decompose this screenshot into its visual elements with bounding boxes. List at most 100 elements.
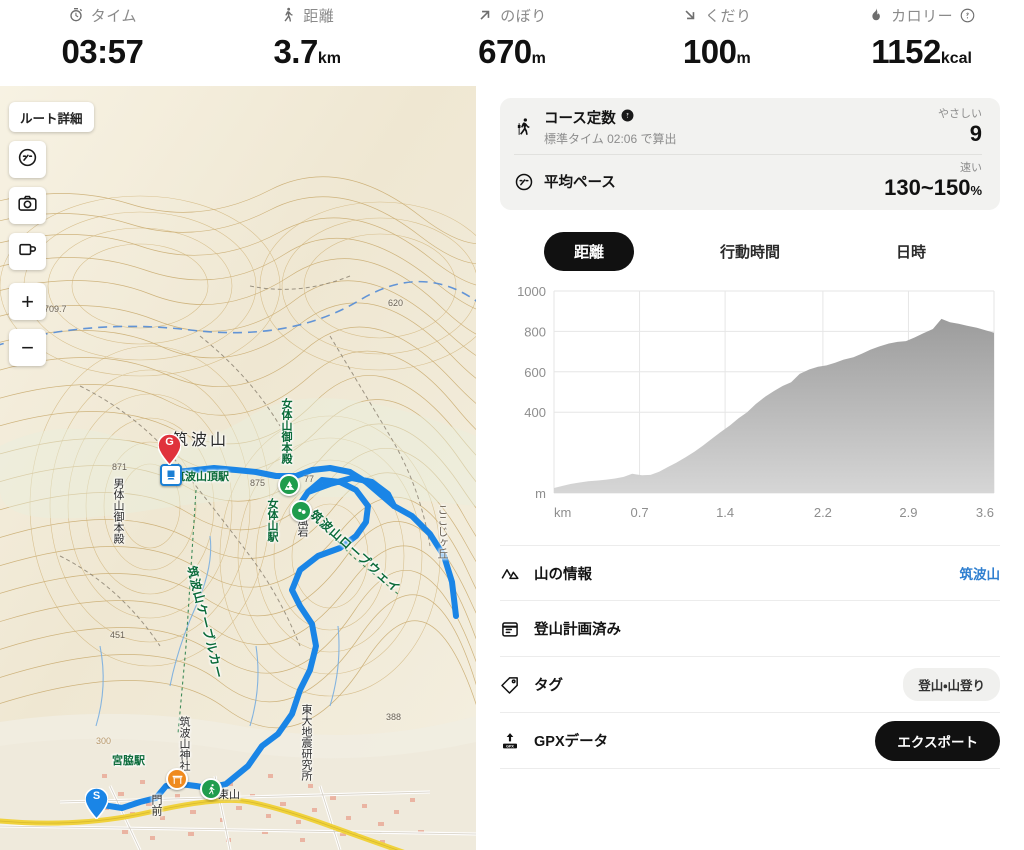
stat-ascent: のぼり 670m — [410, 4, 615, 70]
mug-icon — [17, 239, 38, 265]
stat-descent-value: 100m — [682, 33, 751, 70]
stat-descent-label: くだり — [705, 7, 752, 25]
route-detail-button[interactable]: ルート詳細 — [9, 102, 94, 132]
question-icon[interactable] — [960, 8, 975, 23]
stat-descent: くだり 100m — [614, 4, 819, 70]
map-pace-button[interactable] — [9, 141, 46, 178]
stopwatch-icon — [68, 7, 84, 23]
course-constant-title: コース定数 — [544, 111, 616, 127]
detail-label-mountain-info: 山の情報 — [534, 566, 592, 583]
svg-text:km: km — [554, 505, 571, 520]
svg-text:2.2: 2.2 — [814, 505, 832, 520]
svg-text:600: 600 — [524, 365, 546, 380]
stat-calories-value: 1152kcal — [871, 33, 972, 70]
camera-icon — [17, 193, 38, 219]
map-rest-button[interactable] — [9, 233, 46, 270]
detail-row-mountain-info[interactable]: 山の情報 筑波山 — [500, 545, 1000, 601]
course-constant-row[interactable]: コース定数 標準タイム 02:06 で算出 やさしい 9 — [514, 100, 982, 154]
poi-sancho-station[interactable] — [160, 464, 182, 486]
average-pace-row[interactable]: 平均ペース 速い 130~150% — [514, 154, 982, 208]
detail-label-plan: 登山計画済み — [534, 622, 621, 638]
average-pace-title: 平均ペース — [544, 175, 616, 191]
map-photo-button[interactable] — [9, 187, 46, 224]
gpx-export-button[interactable]: エクスポート — [875, 720, 1000, 761]
stat-descent-head: くだり — [682, 4, 752, 26]
map-zoom-out-button[interactable]: − — [9, 329, 46, 366]
elevation-chart[interactable]: m 400 600 800 1000 km 0.7 1.4 2.2 2.9 3.6 — [500, 277, 1000, 527]
stat-distance-label: 距離 — [303, 7, 335, 25]
svg-text:800: 800 — [524, 324, 546, 339]
speedometer-icon — [17, 147, 38, 173]
detail-row-plan[interactable]: 登山計画済み — [500, 601, 1000, 657]
course-constant-title-wrap: コース定数 — [544, 107, 938, 128]
stat-calories-label: カロリー — [891, 7, 954, 25]
stat-time-head: タイム — [68, 4, 137, 26]
map-pane[interactable]: 筑波山 筑波山頂駅 女体山御本殿 男体山御本殿 女体山駅 屏風岩 筑波山ロープウ… — [0, 86, 476, 850]
tag-pill[interactable]: 登山・山登り — [903, 668, 1000, 701]
average-pace-caption: 速い — [960, 162, 982, 175]
stat-distance-value: 3.7km — [273, 33, 341, 70]
chart-y-axis-labels: m 400 600 800 1000 — [517, 284, 546, 501]
svg-text:m: m — [535, 486, 546, 501]
detail-label-tag: タグ — [534, 678, 563, 694]
svg-text:1000: 1000 — [517, 284, 546, 299]
poi-tsukubasan-jinja[interactable] — [166, 768, 188, 790]
svg-text:400: 400 — [524, 405, 546, 420]
stat-calories-head: カロリー — [868, 4, 975, 26]
svg-text:0.7: 0.7 — [631, 505, 649, 520]
average-pace-right: 速い 130~150% — [884, 162, 982, 200]
poi-nyotai-station[interactable] — [278, 474, 300, 496]
svg-text:3.6: 3.6 — [976, 505, 994, 520]
stat-distance: 距離 3.7km — [205, 4, 410, 70]
mountain-link[interactable]: 筑波山 — [959, 567, 1001, 582]
calendar-icon — [500, 619, 534, 639]
stat-distance-head: 距離 — [280, 4, 334, 26]
course-constant-caption: やさしい — [938, 107, 982, 120]
start-marker[interactable]: S — [84, 787, 109, 821]
average-pace-main: 平均ペース — [544, 171, 884, 192]
tab-distance[interactable]: 距離 — [543, 232, 634, 271]
stat-time-value: 03:57 — [61, 33, 144, 70]
gpx-icon: GPX — [500, 731, 534, 751]
stat-ascent-value: 670m — [478, 33, 546, 70]
course-constant-subtitle: 標準タイム 02:06 で算出 — [544, 132, 677, 146]
stat-ascent-head: のぼり — [477, 4, 547, 26]
map-zoom-in-button[interactable]: + — [9, 283, 46, 320]
svg-text:GPX: GPX — [506, 744, 514, 748]
hiker-icon — [514, 117, 544, 137]
course-info-card: コース定数 標準タイム 02:06 で算出 やさしい 9 — [500, 98, 1000, 210]
arrow-up-right-icon — [477, 7, 493, 23]
detail-row-gpx[interactable]: GPX GPXデータ エクスポート — [500, 713, 1000, 769]
average-pace-value: 130~150% — [884, 175, 982, 201]
chart-x-axis-labels: km 0.7 1.4 2.2 2.9 3.6 — [554, 505, 994, 520]
chart-tabs: 距離 行動時間 日時 — [500, 232, 1000, 271]
course-constant-main: コース定数 標準タイム 02:06 で算出 — [544, 107, 938, 147]
flame-icon — [868, 7, 884, 23]
detail-label-gpx: GPXデータ — [534, 734, 609, 750]
detail-row-tag[interactable]: タグ 登山・山登り — [500, 657, 1000, 713]
stats-bar: タイム 03:57 距離 3.7km のぼり 670m — [0, 0, 1024, 86]
goal-marker[interactable]: G — [157, 433, 182, 467]
detail-list: 山の情報 筑波山 登山計画済み — [500, 545, 1000, 769]
stat-ascent-label: のぼり — [500, 7, 547, 25]
walker-icon — [280, 7, 296, 23]
stat-time-label: タイム — [90, 7, 137, 25]
elevation-chart-svg[interactable]: m 400 600 800 1000 km 0.7 1.4 2.2 2.9 3.6 — [500, 277, 1000, 527]
arrow-down-right-icon — [682, 7, 698, 23]
question-icon[interactable] — [621, 109, 634, 126]
tab-datetime[interactable]: 日時 — [896, 244, 927, 261]
poi-trailhead[interactable] — [200, 778, 222, 800]
zoom-out-icon: − — [21, 334, 34, 360]
map-canvas[interactable] — [0, 86, 476, 850]
chart-area-path — [554, 318, 994, 493]
svg-text:2.9: 2.9 — [899, 505, 917, 520]
tag-icon — [500, 675, 534, 695]
goal-marker-label: G — [165, 436, 174, 448]
mountain-icon — [500, 563, 534, 583]
tab-duration[interactable]: 行動時間 — [719, 244, 780, 261]
svg-text:1.4: 1.4 — [716, 505, 734, 520]
course-constant-value: 9 — [969, 120, 982, 146]
map-controls: ルート詳細 — [9, 102, 94, 366]
poi-byobu-iwa[interactable] — [290, 500, 312, 522]
stat-time: タイム 03:57 — [0, 4, 205, 70]
